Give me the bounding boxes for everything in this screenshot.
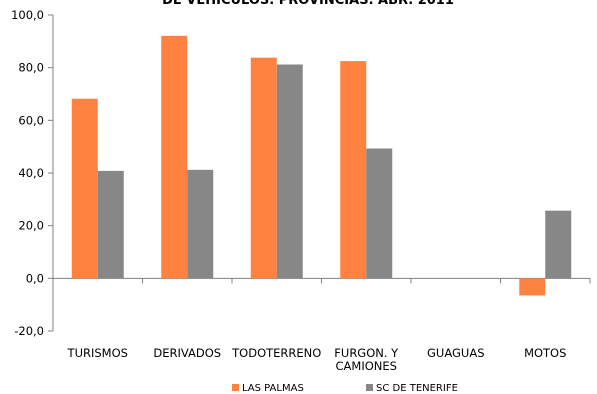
y-tick-label: 40,0 [18,166,44,180]
chart-title: DE VEHÍCULOS. PROVINCIAS. ABR. 2011 [162,0,454,8]
y-tick-label: 0,0 [26,271,44,285]
bar-sc-de-tenerife [366,148,393,279]
bar-sc-de-tenerife [97,170,124,279]
legend-label-las-palmas: LAS PALMAS [242,383,304,394]
category-labels: TURISMOS DERIVADOS TODOTERRENO FURGON. Y CAM… [67,346,567,373]
bar-las-palmas [340,61,367,279]
bar-sc-de-tenerife [276,64,303,279]
legend-swatch-las-palmas [232,384,239,391]
bar-sc-de-tenerife [187,169,214,279]
bar-las-palmas [71,98,98,279]
chart-axes [48,14,591,332]
y-tick-label: -20,0 [14,324,44,338]
category-label: GUAGUAS [427,346,485,360]
y-tick-labels: -20,0 0,0 20,0 40,0 60,0 80,0 100,0 [11,8,44,338]
y-tick-label: 100,0 [11,8,44,22]
category-label: MOTOS [524,346,566,360]
category-label: TODOTERRENO [231,346,321,360]
y-tick-label: 80,0 [18,61,44,75]
bar-las-palmas [161,35,188,279]
bar-sc-de-tenerife [545,210,572,279]
y-tick-label: 60,0 [18,113,44,127]
category-label: FURGON. Y CAMIONES [334,346,399,373]
category-label: TURISMOS [67,346,128,360]
chart-bars [71,35,572,296]
legend-swatch-sc-de-tenerife [366,384,373,391]
y-tick-label: 20,0 [18,219,44,233]
bar-las-palmas [250,57,277,279]
chart-legend: LAS PALMAS SC DE TENERIFE [232,383,458,394]
bar-las-palmas [519,278,546,296]
category-label: DERIVADOS [153,346,221,360]
legend-label-sc-de-tenerife: SC DE TENERIFE [376,383,458,394]
